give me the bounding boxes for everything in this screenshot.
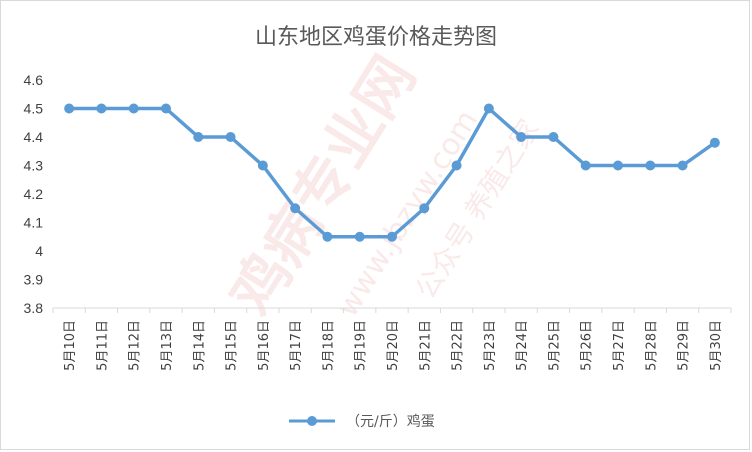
y-tick-label: 4.4 bbox=[24, 129, 44, 145]
data-point bbox=[645, 160, 656, 171]
data-point bbox=[128, 103, 139, 114]
x-tick-label: 5月19日 bbox=[354, 320, 369, 371]
watermark: 鸡病专业网 www.jbzyw.com 公众号 养殖之家 bbox=[217, 44, 545, 326]
data-point bbox=[257, 160, 268, 171]
x-axis: 5月10日 5月11日 5月12日 5月13日 5月14日 5月15日 5月16日 5月17日… bbox=[52, 307, 732, 371]
x-tick-label: 5月13日 bbox=[160, 320, 175, 371]
x-tick-label: 5月14日 bbox=[192, 320, 207, 371]
y-tick-label: 4.5 bbox=[24, 101, 44, 117]
data-point bbox=[225, 132, 236, 142]
x-tick-label: 5月25日 bbox=[547, 320, 562, 371]
data-point bbox=[613, 160, 623, 171]
series-layer bbox=[64, 103, 720, 242]
data-point bbox=[709, 137, 720, 148]
x-tick-label: 5月16日 bbox=[257, 320, 272, 371]
data-point bbox=[290, 203, 301, 214]
x-tick-label: 5月23日 bbox=[483, 320, 498, 371]
x-tick-label: 5月26日 bbox=[580, 320, 595, 371]
data-point bbox=[64, 103, 75, 114]
y-tick-label: 4.6 bbox=[24, 72, 44, 88]
data-point bbox=[419, 203, 430, 214]
data-point bbox=[96, 103, 107, 114]
x-tick-label: 5月21日 bbox=[418, 320, 433, 371]
y-tick-label: 4.2 bbox=[24, 186, 44, 202]
x-tick-label: 5月12日 bbox=[128, 320, 143, 371]
x-tick-label: 5月28日 bbox=[644, 320, 659, 371]
data-point bbox=[161, 103, 171, 114]
y-axis: 3.8 3.9 4 4.1 4.2 4.3 4.4 4.5 4.6 bbox=[24, 72, 44, 316]
data-point bbox=[483, 103, 494, 114]
legend-marker bbox=[307, 416, 317, 426]
chart-title: 山东地区鸡蛋价格走势图 bbox=[255, 25, 497, 50]
x-tick-label: 5月17日 bbox=[289, 320, 304, 371]
x-tick-label: 5月11日 bbox=[95, 320, 110, 371]
data-point bbox=[193, 132, 204, 142]
data-point bbox=[677, 160, 688, 171]
data-point bbox=[354, 231, 365, 242]
x-tick-label: 5月29日 bbox=[677, 320, 692, 371]
legend-label: （元/斤）鸡蛋 bbox=[346, 413, 435, 430]
data-point bbox=[580, 160, 591, 171]
x-tick-label: 5月22日 bbox=[451, 320, 466, 371]
x-tick-label: 5月24日 bbox=[515, 320, 530, 371]
x-tick-label: 5月30日 bbox=[709, 320, 724, 371]
y-tick-label: 3.8 bbox=[24, 300, 44, 316]
data-point bbox=[451, 160, 462, 171]
y-tick-label: 4 bbox=[35, 243, 43, 259]
x-tick-label: 5月20日 bbox=[386, 320, 401, 371]
x-tick-label: 5月15日 bbox=[225, 320, 240, 371]
legend: （元/斤）鸡蛋 bbox=[289, 413, 435, 430]
y-tick-label: 4.1 bbox=[24, 215, 44, 231]
data-point bbox=[516, 132, 527, 142]
data-point bbox=[548, 132, 559, 142]
x-tick-label: 5月10日 bbox=[63, 320, 78, 371]
data-point bbox=[322, 231, 333, 242]
y-tick-label: 3.9 bbox=[24, 272, 44, 288]
x-tick-label: 5月18日 bbox=[321, 320, 336, 371]
watermark-text: 鸡病专业网 bbox=[217, 44, 428, 326]
data-point bbox=[387, 231, 397, 242]
x-tick-label: 5月27日 bbox=[612, 320, 627, 371]
y-tick-label: 4.3 bbox=[24, 158, 44, 174]
